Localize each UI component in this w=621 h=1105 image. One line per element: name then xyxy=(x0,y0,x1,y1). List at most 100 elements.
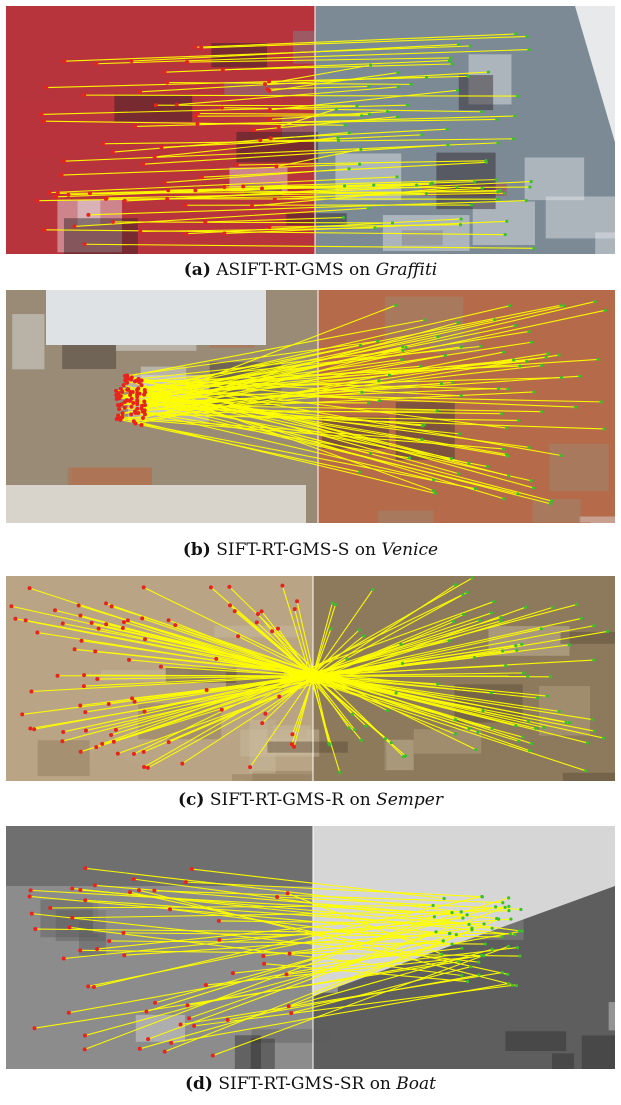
texture-block xyxy=(328,731,387,779)
left-keypoint xyxy=(120,389,125,394)
left-keypoint xyxy=(159,145,164,150)
texture-block xyxy=(158,780,245,781)
left-keypoint xyxy=(120,411,125,416)
right-keypoint xyxy=(498,188,502,192)
figure-c-label: (c) xyxy=(177,790,205,810)
match-line xyxy=(96,49,530,65)
right-keypoint xyxy=(450,62,454,66)
left-keypoint xyxy=(132,699,137,704)
right-keypoint xyxy=(447,58,452,63)
match-line xyxy=(113,619,480,743)
right-keypoint xyxy=(501,447,506,451)
right-keypoint xyxy=(424,192,428,196)
match-line xyxy=(251,186,457,207)
left-keypoint xyxy=(248,765,253,770)
match-line xyxy=(29,587,587,772)
match-line xyxy=(68,930,523,1014)
left-keypoint xyxy=(265,87,270,92)
texture-block xyxy=(516,15,541,46)
right-keypoint xyxy=(520,929,524,933)
right-keypoint xyxy=(567,721,572,725)
match-line xyxy=(137,408,502,415)
match-line xyxy=(164,929,473,1053)
left-keypoint xyxy=(117,406,122,411)
texture-block xyxy=(357,1066,408,1069)
right-keypoint xyxy=(502,191,507,195)
match-line xyxy=(124,340,378,377)
right-keypoint xyxy=(449,456,454,461)
right-keypoint xyxy=(367,112,372,117)
left-keypoint xyxy=(72,647,77,652)
left-keypoint xyxy=(187,1016,192,1021)
match-line xyxy=(25,619,570,724)
left-keypoint xyxy=(217,937,222,942)
match-line xyxy=(80,949,521,957)
left-keypoint xyxy=(262,961,267,966)
right-keypoint xyxy=(436,335,440,339)
match-line xyxy=(80,889,470,925)
left-keypoint xyxy=(83,710,88,715)
right-keypoint xyxy=(530,742,534,746)
match-line xyxy=(191,868,445,900)
right-keypoint xyxy=(578,374,582,378)
match-line xyxy=(236,160,486,166)
right-keypoint xyxy=(447,932,452,936)
texture-block xyxy=(539,686,590,736)
right-keypoint xyxy=(497,917,501,921)
right-keypoint xyxy=(496,197,500,201)
match-line xyxy=(129,400,518,495)
right-keypoint xyxy=(371,587,375,592)
right-keypoint xyxy=(440,952,444,956)
left-keypoint xyxy=(109,604,114,609)
left-keypoint xyxy=(100,741,105,746)
right-keypoint xyxy=(377,399,382,403)
right-keypoint xyxy=(458,223,463,227)
left-keypoint xyxy=(60,621,65,626)
right-keypoint xyxy=(409,82,413,86)
right-keypoint xyxy=(508,304,512,308)
left-keypoint xyxy=(82,93,87,98)
match-points xyxy=(35,32,536,250)
right-keypoint xyxy=(424,75,429,80)
left-keypoint xyxy=(78,749,83,754)
match-line xyxy=(84,243,535,249)
right-keypoint xyxy=(505,219,509,223)
right-keypoint xyxy=(490,726,494,730)
left-keypoint xyxy=(131,400,136,405)
texture-block xyxy=(63,218,138,254)
left-keypoint xyxy=(193,114,198,119)
left-keypoint xyxy=(276,124,281,129)
right-keypoint xyxy=(330,601,334,605)
texture-block xyxy=(254,1042,304,1054)
left-keypoint xyxy=(216,918,221,923)
right-keypoint xyxy=(465,590,469,595)
left-keypoint xyxy=(41,119,46,124)
right-keypoint xyxy=(396,85,400,89)
match-line xyxy=(124,407,434,481)
right-keypoint xyxy=(441,939,445,943)
left-keypoint xyxy=(131,877,136,882)
right-keypoint xyxy=(512,358,516,362)
right-keypoint xyxy=(548,675,553,679)
right-keypoint xyxy=(542,725,546,729)
texture-block xyxy=(234,1035,261,1069)
right-keypoint xyxy=(506,981,511,986)
left-keypoint xyxy=(259,186,264,191)
left-keypoint xyxy=(83,898,88,903)
figure-c-connector: on xyxy=(349,790,371,810)
right-keypoint xyxy=(362,634,366,638)
match-line xyxy=(144,400,369,404)
match-line xyxy=(119,381,453,410)
left-keypoint xyxy=(286,1004,291,1009)
texture-block xyxy=(286,213,347,226)
left-keypoint xyxy=(153,103,158,108)
right-keypoint xyxy=(358,162,362,166)
match-line xyxy=(154,906,496,1004)
match-line xyxy=(277,896,521,911)
left-keypoint xyxy=(87,191,92,196)
texture-block xyxy=(549,443,609,492)
right-keypoint xyxy=(492,600,496,604)
figure-d-image xyxy=(6,826,615,1069)
left-keypoint xyxy=(120,414,125,419)
right-keypoint xyxy=(477,973,481,977)
